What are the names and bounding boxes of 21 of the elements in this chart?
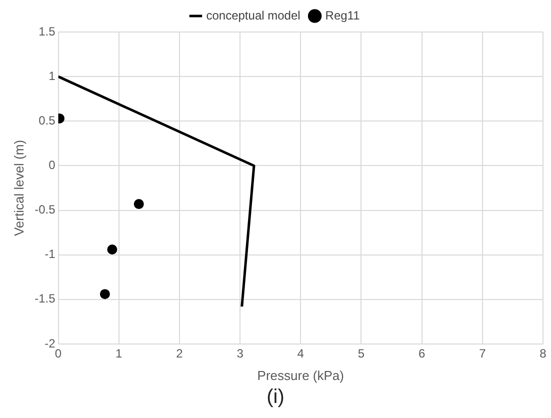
text: (i) [266, 386, 286, 409]
x-tick-label: 3 [236, 346, 244, 361]
x-tick-label: 6 [418, 346, 426, 361]
y-tick-label: -1.5 [34, 292, 56, 306]
y-tick-label: -1 [44, 247, 56, 262]
x-tick-label: 8 [540, 346, 547, 361]
x-tick-label: 5 [358, 346, 365, 361]
y-tick-label: 0 [48, 158, 56, 172]
y-tick-label: 1.5 [38, 24, 56, 38]
y-tick-label: -0.5 [34, 202, 56, 217]
legend-label: Reg11 [325, 8, 360, 22]
y-tick-label: 1 [48, 68, 56, 83]
x-tick-label: 2 [176, 346, 184, 361]
x-tick-label: 7 [479, 346, 486, 361]
y-tick-label: -2 [44, 336, 56, 350]
y-axis-title: Vertical level (m) [11, 140, 26, 236]
x-tick-label: 1 [116, 346, 123, 361]
y-tick-label: 0.5 [38, 113, 56, 128]
x-tick-label: 4 [297, 346, 304, 361]
x-axis-title: Pressure (kPa) [257, 368, 344, 383]
legend-label: conceptual model [206, 8, 300, 22]
